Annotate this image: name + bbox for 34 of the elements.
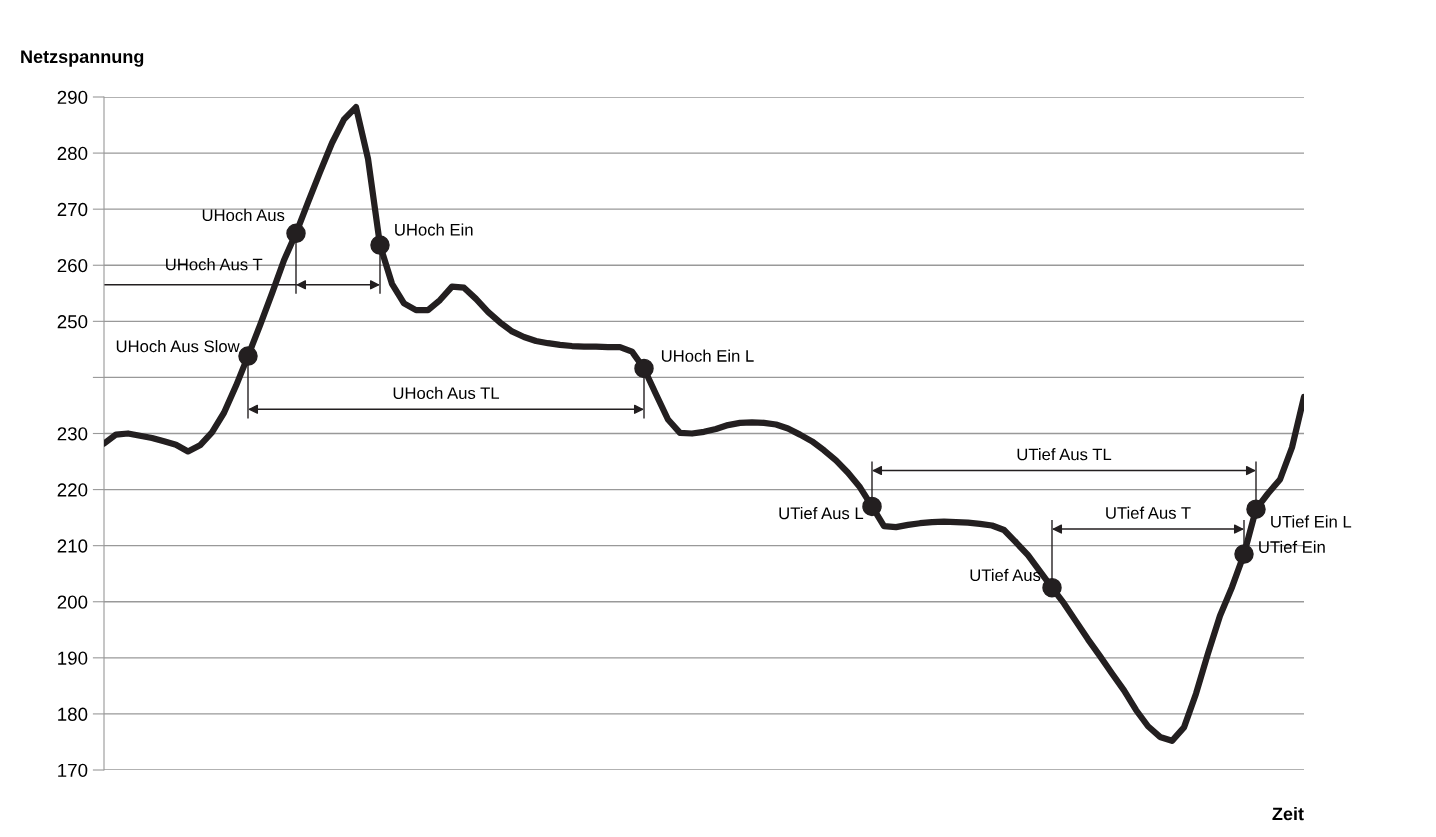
annotation: UHoch Aus TL	[393, 386, 500, 400]
x-axis-title: Zeit	[1272, 807, 1304, 821]
y-tick-label: 290	[57, 90, 88, 104]
y-tick-label: 190	[58, 651, 88, 665]
annotation: UTief Aus T	[1106, 506, 1191, 519]
annotation: UHoch Ein L	[661, 349, 754, 362]
point	[1246, 499, 1266, 519]
y-tick-label: 260	[57, 258, 88, 273]
point	[370, 235, 390, 255]
annotation: UTief Aus	[970, 568, 1041, 582]
y-tick-label: 250	[57, 315, 88, 329]
y-tick-label: 210	[57, 539, 88, 553]
y-tick-label: 270	[57, 202, 88, 217]
y-tick-label: 230	[57, 427, 88, 441]
point	[238, 346, 258, 366]
y-tick-label: 170	[58, 763, 88, 777]
annotation: UHoch Aus T	[166, 258, 263, 271]
y-tick-label: 220	[57, 483, 88, 497]
annotation: UHoch Aus	[202, 208, 285, 222]
y-tick-label: 200	[57, 595, 88, 609]
annotation: UTief Ein	[1259, 540, 1325, 553]
point	[1042, 577, 1062, 598]
point	[1234, 544, 1254, 564]
y-tick-label: 280	[57, 146, 88, 161]
point	[634, 358, 654, 379]
annotation: UTief Aus L	[779, 506, 864, 520]
y-axis-title: Netzspannung	[21, 50, 144, 67]
y-tick-label: 180	[58, 707, 88, 721]
annotation: UTief Ein L	[1271, 515, 1352, 528]
point	[862, 496, 882, 517]
annotation: UHoch Ein	[395, 223, 473, 236]
point	[286, 223, 306, 244]
annotation: UTief Aus TL	[1017, 448, 1112, 461]
annotation: UHoch Aus Slow	[116, 340, 240, 353]
